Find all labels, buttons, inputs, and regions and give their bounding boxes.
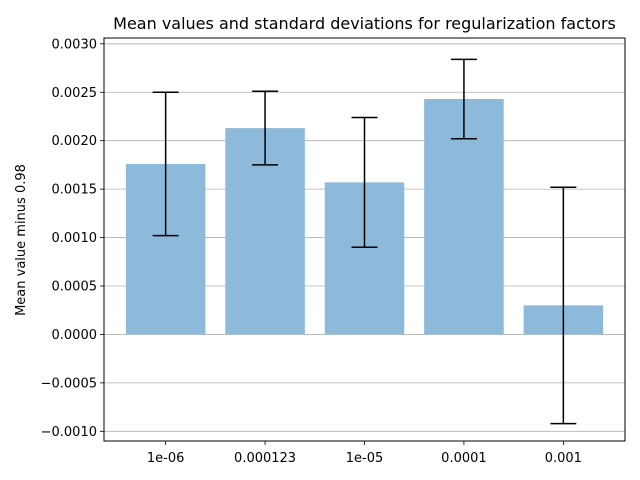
x-tick-label: 0.001 xyxy=(545,451,582,466)
y-axis-ticks: −0.0010 −0.0005 0.0000 0.0005 0.0010 0.0015 0.… xyxy=(41,37,104,440)
x-tick-label: 0.000123 xyxy=(234,451,296,466)
error-bar xyxy=(351,116,378,248)
y-tick-label: 0.0025 xyxy=(52,86,98,101)
y-tick-label: −0.0005 xyxy=(41,376,97,391)
error-bar xyxy=(450,58,477,140)
y-tick-label: −0.0010 xyxy=(41,425,97,440)
x-axis-ticks: 1e-06 0.000123 1e-05 0.0001 0.001 xyxy=(147,441,582,466)
y-tick-label: 0.0015 xyxy=(52,183,98,198)
y-tick-label: 0.0010 xyxy=(52,231,98,246)
x-tick-label: 1e-05 xyxy=(346,451,384,466)
error-bars xyxy=(152,58,577,425)
y-tick-label: 0.0005 xyxy=(52,280,98,295)
error-bar xyxy=(252,90,279,166)
y-tick-label: 0.0020 xyxy=(52,134,98,149)
chart-title: Mean values and standard deviations for … xyxy=(113,14,616,33)
error-bar xyxy=(152,91,179,237)
y-axis-label: Mean value minus 0.98 xyxy=(14,164,29,316)
y-tick-label: 0.0000 xyxy=(52,328,98,343)
x-tick-label: 1e-06 xyxy=(147,451,185,466)
error-bar xyxy=(550,186,577,425)
y-tick-label: 0.0030 xyxy=(52,37,98,52)
x-tick-label: 0.0001 xyxy=(441,451,487,466)
